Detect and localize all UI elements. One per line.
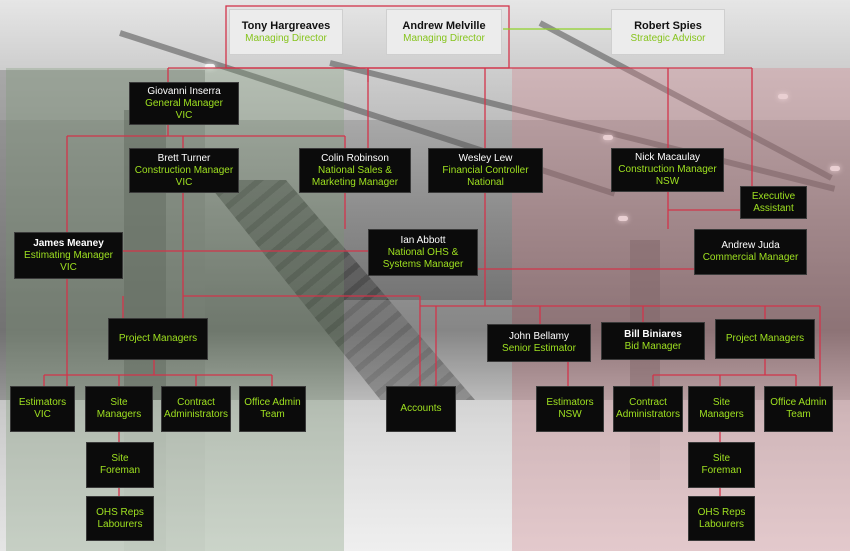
contract-administrators-left-box: Contract Administrators <box>161 386 231 432</box>
wesley-lew-box: Wesley Lew Financial Controller National <box>428 148 543 193</box>
ohs-reps-labourers-left-box: OHS Reps Labourers <box>86 496 154 541</box>
nick-macaulay-box: Nick Macaulay Construction Manager NSW <box>611 148 724 192</box>
brett-turner-box: Brett Turner Construction Manager VIC <box>129 148 239 193</box>
person-name: Tony Hargreaves <box>241 19 331 32</box>
site-foreman-left-box: Site Foreman <box>86 442 154 488</box>
james-meaney-box: James Meaney Estimating Manager VIC <box>14 232 123 279</box>
site-managers-right-box: Site Managers <box>688 386 755 432</box>
bill-biniares-box: Bill Biniares Bid Manager <box>601 322 705 360</box>
executive-assistant-box: Executive Assistant <box>740 186 807 219</box>
accounts-box: Accounts <box>386 386 456 432</box>
person-role: Managing Director <box>245 32 327 44</box>
ian-abbott-box: Ian Abbott National OHS & Systems Manage… <box>368 229 478 276</box>
john-bellamy-box: John Bellamy Senior Estimator <box>487 324 591 362</box>
person-name: Robert Spies <box>634 19 702 32</box>
site-managers-left-box: Site Managers <box>85 386 153 432</box>
estimators-nsw-box: Estimators NSW <box>536 386 604 432</box>
contract-administrators-right-box: Contract Administrators <box>613 386 683 432</box>
giovanni-inserra-box: Giovanni Inserra General Manager VIC <box>129 82 239 125</box>
site-foreman-right-box: Site Foreman <box>688 442 755 488</box>
andrew-juda-box: Andrew Juda Commercial Manager <box>694 229 807 275</box>
person-name: Andrew Melville <box>402 19 486 32</box>
project-managers-left: Project Managers <box>108 318 208 360</box>
person-role: Managing Director <box>403 32 485 44</box>
person-role: Strategic Advisor <box>630 32 706 44</box>
ohs-reps-labourers-right-box: OHS Reps Labourers <box>688 496 755 541</box>
colin-robinson-box: Colin Robinson National Sales & Marketin… <box>299 148 411 193</box>
director-andrew-melville: Andrew Melville Managing Director <box>386 9 502 55</box>
office-admin-team-right-box: Office Admin Team <box>764 386 833 432</box>
office-admin-team-left-box: Office Admin Team <box>239 386 306 432</box>
project-managers-right: Project Managers <box>715 319 815 359</box>
advisor-robert-spies: Robert Spies Strategic Advisor <box>611 9 725 55</box>
director-tony-hargreaves: Tony Hargreaves Managing Director <box>229 9 343 55</box>
estimators-vic-box: Estimators VIC <box>10 386 75 432</box>
